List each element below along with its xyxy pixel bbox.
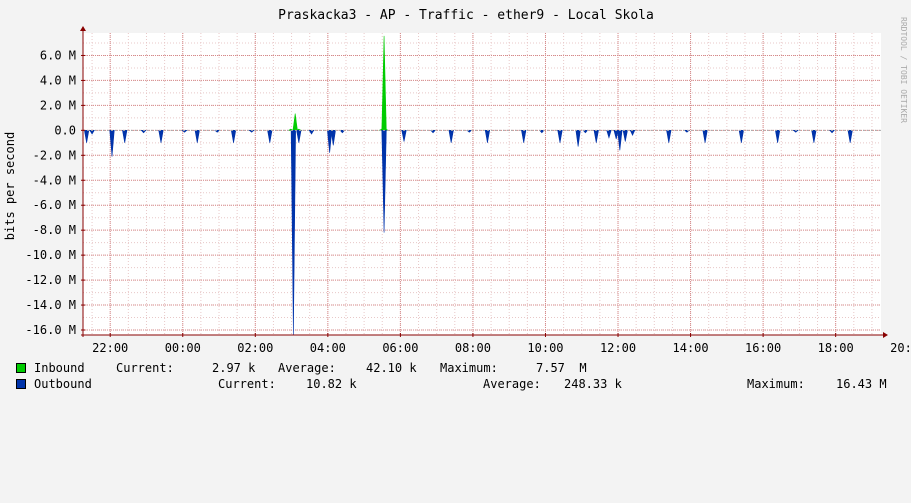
x-tick-label: 12:00	[600, 341, 636, 355]
y-tick-label: 2.0 M	[40, 98, 76, 112]
outbound-spike	[84, 130, 90, 143]
x-tick-label: 04:00	[310, 341, 346, 355]
grid	[83, 33, 881, 335]
inbound-swatch	[16, 363, 26, 373]
y-tick-labels: 6.0 M 4.0 M 2.0 M 0.0 -2.0 M -4.0 M -6.0 M -8.0…	[25, 48, 76, 337]
x-tick-label: 02:00	[237, 341, 273, 355]
x-tick-label: 08:00	[455, 341, 491, 355]
x-tick-label: 10:00	[527, 341, 563, 355]
outbound-spike	[330, 130, 336, 146]
y-tick-label: -10.0 M	[25, 248, 76, 262]
y-tick-label: -8.0 M	[33, 223, 76, 237]
outbound-average-label: Average:	[483, 377, 541, 391]
x-tick-label: 20:00	[890, 341, 911, 355]
outbound-current-value: 10.82 k	[306, 377, 357, 391]
outbound-spike	[290, 130, 296, 336]
x-axis-arrow	[883, 332, 888, 338]
chart-title: Praskacka3 - AP - Traffic - ether9 - Loc…	[278, 8, 654, 23]
outbound-spike	[738, 130, 744, 143]
outbound-spike	[582, 130, 589, 134]
outbound-spike	[575, 130, 581, 147]
y-tick-label: -16.0 M	[25, 323, 76, 337]
outbound-maximum-label: Maximum:	[747, 377, 805, 391]
inbound-maximum-label: Maximum:	[440, 361, 498, 375]
inbound-name: Inbound	[34, 361, 85, 375]
outbound-spike	[622, 130, 628, 142]
axes	[80, 26, 888, 338]
y-tick-label: -12.0 M	[25, 273, 76, 287]
plot-background	[83, 33, 881, 335]
outbound-spike	[538, 130, 545, 134]
x-tick-label: 18:00	[818, 341, 854, 355]
watermark: RRDTOOL / TOBI OETIKER	[899, 17, 908, 123]
outbound-spike	[194, 130, 200, 143]
y-tick-label: -14.0 M	[25, 298, 76, 312]
outbound-spike	[702, 130, 708, 143]
y-tick-label: 4.0 M	[40, 73, 76, 87]
outbound-name: Outbound	[34, 377, 92, 391]
x-tick-labels: 22:00 00:00 02:00 04:00 06:00 08:00 10:00 12:00…	[92, 341, 911, 355]
x-tick-label: 06:00	[382, 341, 418, 355]
outbound-swatch	[16, 379, 26, 389]
y-tick-label: -2.0 M	[33, 148, 76, 162]
x-tick-label: 22:00	[92, 341, 128, 355]
outbound-maximum-value: 16.43 M	[836, 377, 887, 391]
outbound-average-value: 248.33 k	[564, 377, 622, 391]
y-tick-label: -6.0 M	[33, 198, 76, 212]
inbound-average-value: 42.10 k	[366, 361, 417, 375]
legend-outbound: Outbound Current: 10.82 k Average: 248.3…	[16, 377, 887, 391]
inbound-maximum-value: 7.57 M	[536, 361, 587, 375]
legend-inbound: Inbound Current: 2.97 k Average: 42.10 k…	[16, 361, 587, 375]
outbound-spike	[430, 130, 436, 134]
y-axis-label: bits per second	[3, 132, 17, 240]
outbound-current-label: Current:	[218, 377, 276, 391]
y-tick-label: 6.0 M	[40, 48, 76, 62]
outbound-spike	[296, 130, 302, 143]
traffic-graph: 6.0 M 4.0 M 2.0 M 0.0 -2.0 M -4.0 M -6.0 M -8.0…	[3, 8, 911, 355]
y-tick-label: 0.0	[54, 123, 76, 137]
y-tick-label: -4.0 M	[33, 173, 76, 187]
x-tick-label: 14:00	[673, 341, 709, 355]
inbound-average-label: Average:	[278, 361, 336, 375]
outbound-spike	[327, 130, 333, 153]
outbound-spike	[811, 130, 817, 143]
inbound-current-value: 2.97 k	[212, 361, 256, 375]
y-axis-arrow	[80, 26, 86, 31]
inbound-current-label: Current:	[116, 361, 174, 375]
outbound-spike	[267, 130, 273, 143]
x-tick-label: 16:00	[745, 341, 781, 355]
x-tick-label: 00:00	[165, 341, 201, 355]
outbound-spike	[230, 130, 237, 143]
outbound-spike	[339, 130, 346, 134]
outbound-spike	[847, 130, 853, 143]
data-areas	[84, 35, 853, 336]
outbound-spike	[775, 130, 781, 143]
